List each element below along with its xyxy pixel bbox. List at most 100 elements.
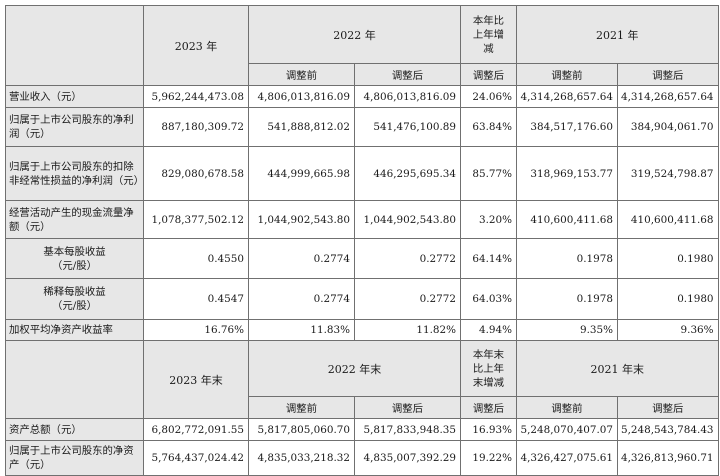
value-2023: 0.4550 [143,238,249,279]
table-row: 经营活动产生的现金流量净额（元） 1,078,377,502.12 1,044,… [5,200,719,239]
value-2023: 829,080,678.58 [143,146,249,201]
value-change: 4.94% [460,319,517,341]
header-2023-end: 2023 年末 [143,340,249,419]
header-2022-before: 调整前 [248,63,355,86]
value-2022-after: 1,044,902,543.80 [354,200,461,239]
header-2021-after: 调整后 [617,63,719,86]
value-2021-before: 4,326,427,075.61 [516,440,618,476]
value-2021-after: 410,600,411.68 [617,200,719,239]
value-2023: 0.4547 [143,278,249,320]
value-2021-before: 4,314,268,657.64 [516,85,618,108]
table-row: 基本每股收益（元/股） 0.4550 0.2774 0.2772 64.14% … [5,238,719,279]
header-2021-end: 2021 年末 [516,340,719,397]
value-2021-after: 384,904,061.70 [617,107,719,147]
value-2022-after: 446,295,695.34 [354,146,461,201]
value-change: 64.14% [460,238,517,279]
value-2022-before: 1,044,902,543.80 [248,200,355,239]
header-2022-end: 2022 年末 [248,340,461,397]
table-row: 资产总额（元） 6,802,772,091.55 5,817,805,060.7… [5,418,719,441]
value-2022-before: 541,888,812.02 [248,107,355,147]
row-label: 稀释每股收益（元/股） [5,278,144,320]
table-row: 加权平均净资产收益率 16.76% 11.83% 11.82% 4.94% 9.… [5,319,719,341]
value-change: 24.06% [460,85,517,108]
value-2021-after: 9.36% [617,319,719,341]
table-row: 营业收入（元） 5,962,244,473.08 4,806,013,816.0… [5,85,719,108]
row-label: 资产总额（元） [5,418,144,441]
header-2022-end-before: 调整前 [248,396,355,419]
table-row: 归属于上市公司股东的净利润（元） 887,180,309.72 541,888,… [5,107,719,147]
row-label-text: 稀释每股收益（元/股） [43,286,106,312]
header-row-2: 2023 年末 2022 年末 本年末比上年末增减 2021 年末 [5,340,719,419]
financial-data-table: 2023 年 2022 年 本年比上年增减 2021 年 调整前 调整后 调整后… [5,5,719,476]
header-2021-end-after: 调整后 [617,396,719,419]
value-2023: 5,764,437,024.42 [143,440,249,476]
value-2021-after: 0.1980 [617,238,719,279]
header-row-1-sub: 调整前 调整后 调整后 调整前 调整后 [6,63,719,86]
value-2021-after: 5,248,543,784.43 [617,418,719,441]
value-2023: 1,078,377,502.12 [143,200,249,239]
value-2022-before: 0.2774 [248,278,355,320]
value-2021-before: 410,600,411.68 [516,200,618,239]
value-2022-after: 11.82% [354,319,461,341]
value-2023: 6,802,772,091.55 [143,418,249,441]
value-2022-before: 5,817,805,060.70 [248,418,355,441]
value-2021-after: 4,314,268,657.64 [617,85,719,108]
value-2023: 16.76% [143,319,249,341]
value-2022-before: 0.2774 [248,238,355,279]
row-label: 基本每股收益（元/股） [5,238,144,279]
header-change: 本年比上年增减 [460,5,517,64]
value-change: 85.77% [460,146,517,201]
value-change: 16.93% [460,418,517,441]
value-2022-before: 4,806,013,816.09 [248,85,355,108]
row-label: 归属于上市公司股东的净利润（元） [5,107,144,147]
value-2021-before: 9.35% [516,319,618,341]
header-empty-cell [5,5,144,86]
row-label: 加权平均净资产收益率 [5,319,144,341]
table-row: 稀释每股收益（元/股） 0.4547 0.2774 0.2772 64.03% … [5,278,719,320]
header-change-text: 本年比上年增减 [472,14,505,55]
value-2021-before: 318,969,153.77 [516,146,618,201]
value-2021-before: 5,248,070,407.07 [516,418,618,441]
value-2022-after: 4,806,013,816.09 [354,85,461,108]
value-change: 64.03% [460,278,517,320]
row-label: 营业收入（元） [5,85,144,108]
header-row-1: 2023 年 2022 年 本年比上年增减 2021 年 [5,5,719,86]
value-2022-after: 5,817,833,948.35 [354,418,461,441]
header-change-after: 调整后 [460,63,517,86]
value-change: 19.22% [460,440,517,476]
value-2022-after: 0.2772 [354,278,461,320]
header-2021-end-before: 调整前 [516,396,618,419]
header-2022-after: 调整后 [354,63,461,86]
value-2023: 5,962,244,473.08 [143,85,249,108]
header-empty-cell [5,340,144,419]
value-2022-before: 4,835,033,218.32 [248,440,355,476]
row-label: 归属于上市公司股东的净资产（元） [5,440,144,476]
value-2022-before: 11.83% [248,319,355,341]
header-2021-before: 调整前 [516,63,618,86]
value-2022-before: 444,999,665.98 [248,146,355,201]
value-2021-after: 4,326,813,960.71 [617,440,719,476]
header-change-end-after: 调整后 [460,396,517,419]
row-label: 归属于上市公司股东的扣除非经常性损益的净利润（元） [5,146,144,201]
value-2021-before: 0.1978 [516,278,618,320]
value-2022-after: 0.2772 [354,238,461,279]
row-label-text: 基本每股收益（元/股） [43,245,106,272]
table-row: 归属于上市公司股东的净资产（元） 5,764,437,024.42 4,835,… [5,440,719,476]
value-2021-before: 0.1978 [516,238,618,279]
value-change: 63.84% [460,107,517,147]
table-row: 归属于上市公司股东的扣除非经常性损益的净利润（元） 829,080,678.58… [5,146,719,201]
value-2021-after: 0.1980 [617,278,719,320]
value-2022-after: 4,835,007,392.29 [354,440,461,476]
value-2021-after: 319,524,798.87 [617,146,719,201]
header-2022-end-after: 调整后 [354,396,461,419]
value-2023: 887,180,309.72 [143,107,249,147]
header-change-end: 本年末比上年末增减 [460,340,517,397]
header-2021: 2021 年 [516,5,719,64]
value-2022-after: 541,476,100.89 [354,107,461,147]
value-2021-before: 384,517,176.60 [516,107,618,147]
row-label: 经营活动产生的现金流量净额（元） [5,200,144,239]
header-2022: 2022 年 [248,5,461,64]
value-change: 3.20% [460,200,517,239]
header-change-end-text: 本年末比上年末增减 [472,348,505,389]
header-2023: 2023 年 [143,5,249,86]
